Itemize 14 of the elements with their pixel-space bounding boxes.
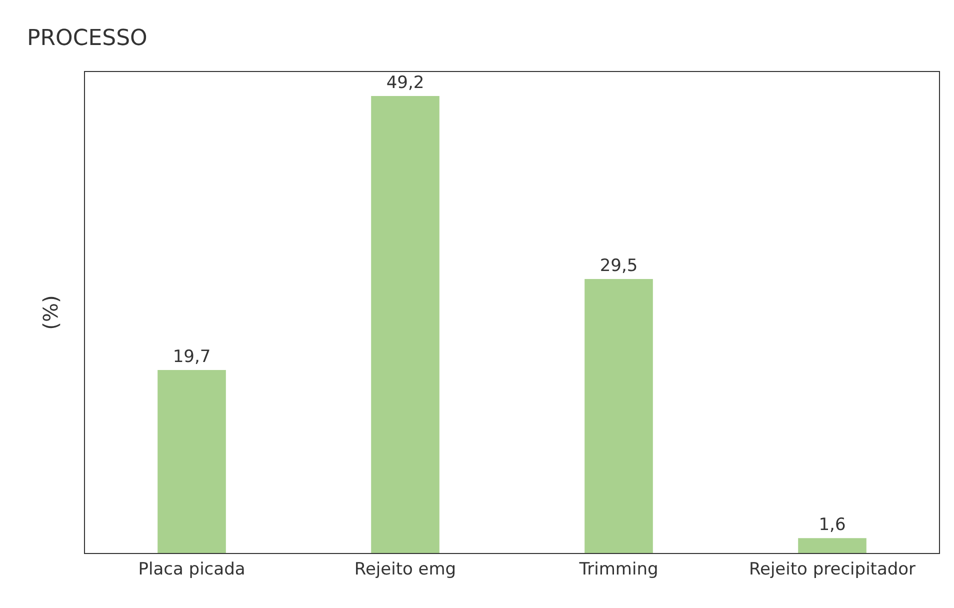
x-tick-label: Placa picada: [138, 559, 246, 580]
data-label: 19,7: [172, 347, 211, 368]
bar: [584, 279, 653, 553]
data-label: 1,6: [818, 515, 846, 536]
text: PROCESSO: [27, 26, 148, 51]
bar: [371, 96, 440, 553]
y-axis-title: (%): [38, 295, 62, 330]
x-tick-label: Rejeito emg: [354, 559, 456, 580]
x-tick-label: Rejeito precipitador: [748, 559, 916, 580]
x-tick-label: Trimming: [578, 559, 658, 580]
data-label: 29,5: [600, 256, 638, 276]
data-label: 49,2: [386, 73, 424, 94]
bar: [798, 538, 866, 553]
bar: [158, 370, 226, 553]
